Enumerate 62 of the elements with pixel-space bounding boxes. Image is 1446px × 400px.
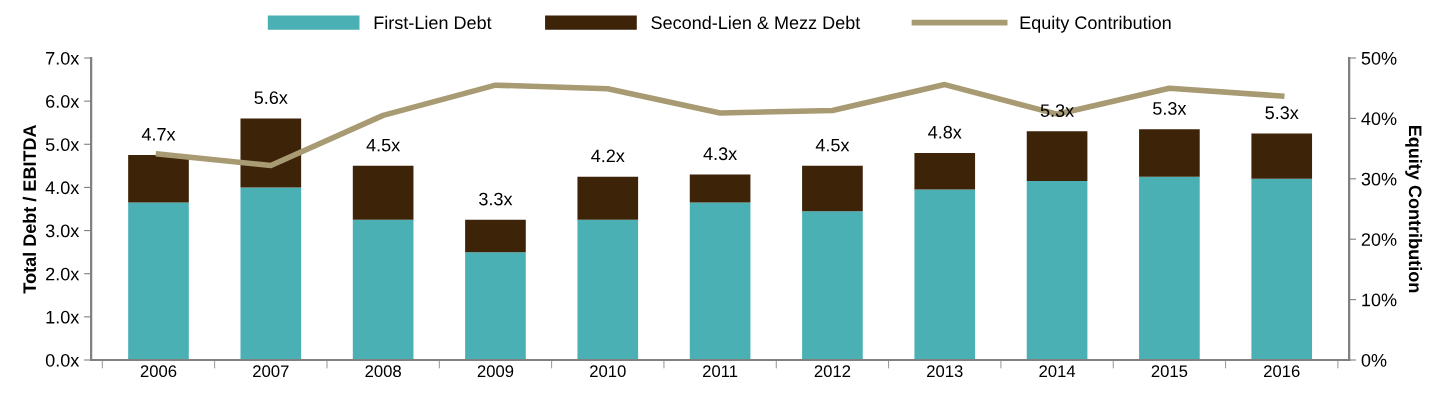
bar	[240, 187, 302, 360]
y-tick-label: 2.0x	[46, 267, 80, 281]
y-tick-label: 5.0x	[45, 138, 80, 152]
bar	[1026, 180, 1088, 360]
total-label: 5.3x	[1153, 102, 1187, 115]
y2-tick-label: 0%	[1361, 353, 1387, 367]
bar	[1139, 129, 1200, 177]
bar	[1139, 176, 1200, 360]
bar	[1251, 178, 1313, 360]
total-label: 4.2x	[591, 149, 625, 163]
total-label: 5.6x	[254, 91, 288, 105]
x-tick-label: 2011	[703, 365, 738, 378]
legend-label: First-Lien Debt	[374, 15, 492, 30]
bar	[689, 202, 751, 360]
y2-tick-label: 10%	[1362, 293, 1397, 307]
y2-tick-label: 50%	[1361, 51, 1397, 65]
x-tick-label: 2007	[253, 365, 289, 378]
bar	[577, 176, 639, 220]
bar	[577, 219, 639, 360]
bar	[352, 219, 414, 360]
legend-label: Equity Contribution	[1020, 15, 1171, 33]
bar	[914, 189, 976, 360]
bar	[465, 219, 526, 253]
y-tick-label: 7.0x	[46, 51, 80, 65]
bar	[240, 118, 302, 188]
x-tick-label: 2015	[1151, 365, 1188, 378]
x-tick-label: 2013	[927, 365, 963, 378]
y-axis-title: Total Debt / EBITDA	[22, 124, 37, 294]
total-label: 5.3x	[1265, 106, 1299, 120]
bar	[689, 174, 751, 203]
total-label: 4.5x	[815, 138, 850, 152]
bar	[1026, 131, 1088, 181]
bar	[128, 155, 189, 203]
x-tick-label: 2009	[477, 365, 514, 378]
y2-axis-title: Equity Contribution	[1405, 125, 1423, 293]
y-tick-label: 4.0x	[45, 181, 80, 195]
total-label: 3.3x	[479, 192, 513, 206]
bar	[802, 211, 863, 360]
y-tick-label: 0.0x	[45, 353, 80, 367]
x-tick-label: 2016	[1264, 365, 1300, 378]
y-tick-label: 1.0x	[46, 310, 80, 324]
x-tick-label: 2010	[590, 365, 626, 378]
total-label: 4.3x	[703, 147, 737, 161]
total-label: 4.8x	[928, 125, 962, 139]
x-tick-label: 2008	[365, 365, 401, 378]
x-tick-label: 2012	[814, 365, 851, 378]
total-label: 4.7x	[141, 128, 176, 141]
y2-tick-label: 40%	[1361, 112, 1397, 126]
y-tick-label: 3.0x	[45, 224, 80, 238]
bar	[352, 165, 414, 220]
x-tick-label: 2014	[1039, 365, 1076, 378]
bar	[1251, 133, 1313, 179]
x-tick-label: 2006	[140, 365, 177, 378]
total-label: 4.5x	[366, 138, 401, 152]
legend-label: Second-Lien & Mezz Debt	[651, 15, 861, 30]
bar	[802, 165, 863, 212]
y2-tick-label: 20%	[1361, 233, 1397, 246]
y-tick-label: 6.0x	[46, 95, 80, 108]
bar	[128, 202, 189, 360]
bar	[914, 152, 976, 190]
bar	[465, 252, 526, 360]
y2-tick-label: 30%	[1361, 172, 1397, 186]
